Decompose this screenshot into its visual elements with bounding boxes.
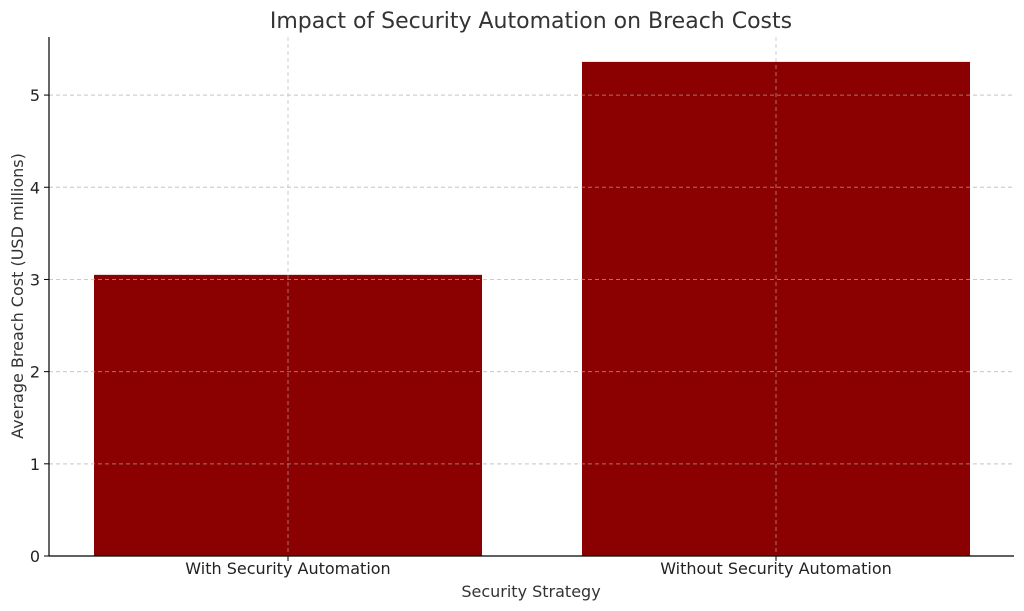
x-tick-label: With Security Automation [185, 559, 390, 578]
y-tick-label: 2 [30, 363, 40, 382]
y-tick-label: 3 [30, 270, 40, 289]
bars [94, 61, 970, 556]
y-tick-label: 0 [30, 547, 40, 566]
y-tick-label: 5 [30, 86, 40, 105]
y-ticks: 0 1 2 3 4 5 [30, 86, 49, 566]
axes [48, 37, 1014, 557]
x-ticks: With Security Automation Without Security… [185, 556, 892, 578]
y-axis-label: Average Breach Cost (USD millions) [8, 153, 27, 439]
gridlines-overlay [49, 37, 1014, 557]
y-tick-label: 1 [30, 455, 40, 474]
x-axis-label: Security Strategy [461, 582, 600, 601]
y-tick-label: 4 [30, 178, 40, 197]
chart-title: Impact of Security Automation on Breach … [270, 9, 792, 34]
x-tick-label: Without Security Automation [660, 559, 892, 578]
